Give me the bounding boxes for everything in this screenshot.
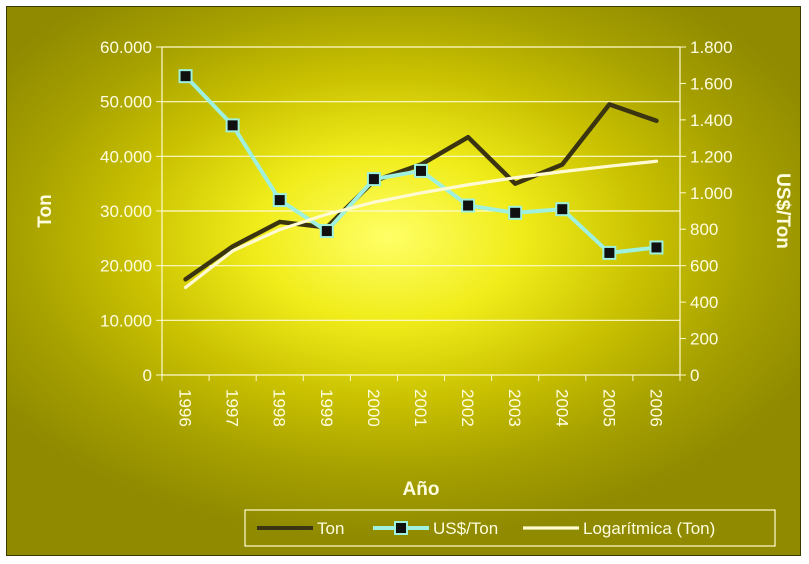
legend-label-us-ton: US$/Ton xyxy=(433,519,498,538)
y-tick-label: 50.000 xyxy=(100,93,152,112)
x-tick-label: 2004 xyxy=(552,389,571,427)
data-point-marker xyxy=(461,198,476,213)
y2-tick-label: 1.600 xyxy=(690,74,733,93)
legend-box xyxy=(244,509,776,547)
y-tick-label: 60.000 xyxy=(100,38,152,57)
x-tick-label: 2006 xyxy=(646,389,665,427)
x-tick-label: 1996 xyxy=(176,389,195,427)
x-tick-label: 2000 xyxy=(364,389,383,427)
y2-axis-title: US$/Ton xyxy=(772,173,793,249)
y-tick-label: 30.000 xyxy=(100,202,152,221)
legend: Ton US$/Ton Logarítmica (Ton) xyxy=(244,509,776,547)
legend-items: Ton US$/Ton Logarítmica (Ton) xyxy=(257,519,715,538)
data-point-marker xyxy=(366,172,381,187)
chart-svg: 0 10.000 20.000 30.000 40.000 50.000 60.000 0 20… xyxy=(35,38,793,547)
data-point-marker xyxy=(649,240,664,255)
data-point-marker xyxy=(555,202,570,217)
y2-tick-label: 1.200 xyxy=(690,147,733,166)
chart-frame: 0 10.000 20.000 30.000 40.000 50.000 60.000 0 20… xyxy=(6,6,801,556)
y2-tick-label: 600 xyxy=(690,257,718,276)
y2-tick-label: 800 xyxy=(690,220,718,239)
x-axis-title: Año xyxy=(403,479,440,500)
x-tick-label: 2001 xyxy=(411,389,430,427)
x-tick-label: 2002 xyxy=(458,389,477,427)
series-line-logar-tmica-ton xyxy=(183,159,659,290)
y-tick-label: 10.000 xyxy=(100,311,152,330)
data-point-marker xyxy=(319,224,334,239)
legend-label-ton: Ton xyxy=(317,519,344,538)
x-tick-label: 1998 xyxy=(270,389,289,427)
x-tick-label: 1999 xyxy=(317,389,336,427)
gridlines xyxy=(162,46,680,321)
data-point-marker xyxy=(414,163,428,178)
y2-tick-label: 1.800 xyxy=(690,38,733,57)
legend-marker xyxy=(394,521,408,535)
data-point-marker xyxy=(602,245,617,260)
y2-tick-label: 1.000 xyxy=(690,184,733,203)
y2-tick-label: 1.400 xyxy=(690,111,733,130)
x-tick-label: 2003 xyxy=(505,389,524,427)
y2-tick-label: 0 xyxy=(690,366,699,385)
data-point-marker xyxy=(178,69,193,84)
series-layer xyxy=(178,69,664,290)
tick-labels: 0 10.000 20.000 30.000 40.000 50.000 60.000 0 20… xyxy=(100,38,733,427)
data-point-marker xyxy=(508,205,523,220)
axes xyxy=(156,46,686,381)
y-tick-label: 40.000 xyxy=(100,147,152,166)
y-tick-label: 0 xyxy=(143,366,152,385)
x-tick-label: 1997 xyxy=(223,389,242,427)
data-point-marker xyxy=(225,118,240,133)
legend-label-logar-tmica-ton: Logarítmica (Ton) xyxy=(583,519,715,538)
y2-tick-label: 200 xyxy=(690,330,718,349)
data-point-marker xyxy=(272,193,287,208)
x-tick-label: 2005 xyxy=(599,389,618,427)
y-axis-title: Ton xyxy=(35,194,56,227)
y2-tick-label: 400 xyxy=(690,293,718,312)
y-tick-label: 20.000 xyxy=(100,257,152,276)
